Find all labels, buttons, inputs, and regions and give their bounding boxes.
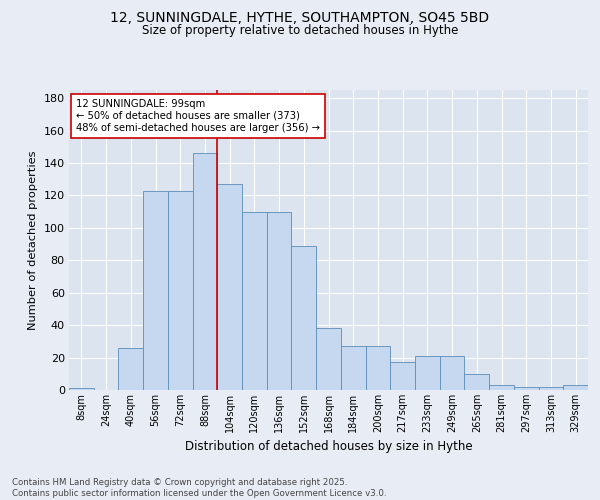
X-axis label: Distribution of detached houses by size in Hythe: Distribution of detached houses by size …: [185, 440, 472, 454]
Bar: [242, 212, 267, 390]
Bar: [464, 374, 489, 390]
Bar: [267, 212, 292, 390]
Bar: [563, 385, 588, 390]
Bar: [143, 190, 168, 390]
Bar: [514, 387, 539, 390]
Bar: [341, 346, 365, 390]
Bar: [415, 356, 440, 390]
Bar: [440, 356, 464, 390]
Bar: [292, 246, 316, 390]
Bar: [69, 388, 94, 390]
Bar: [217, 184, 242, 390]
Text: 12 SUNNINGDALE: 99sqm
← 50% of detached houses are smaller (373)
48% of semi-det: 12 SUNNINGDALE: 99sqm ← 50% of detached …: [76, 100, 320, 132]
Bar: [489, 385, 514, 390]
Text: 12, SUNNINGDALE, HYTHE, SOUTHAMPTON, SO45 5BD: 12, SUNNINGDALE, HYTHE, SOUTHAMPTON, SO4…: [110, 11, 490, 25]
Bar: [539, 387, 563, 390]
Bar: [365, 346, 390, 390]
Text: Contains HM Land Registry data © Crown copyright and database right 2025.
Contai: Contains HM Land Registry data © Crown c…: [12, 478, 386, 498]
Y-axis label: Number of detached properties: Number of detached properties: [28, 150, 38, 330]
Bar: [193, 153, 217, 390]
Text: Size of property relative to detached houses in Hythe: Size of property relative to detached ho…: [142, 24, 458, 37]
Bar: [168, 190, 193, 390]
Bar: [390, 362, 415, 390]
Bar: [316, 328, 341, 390]
Bar: [118, 348, 143, 390]
